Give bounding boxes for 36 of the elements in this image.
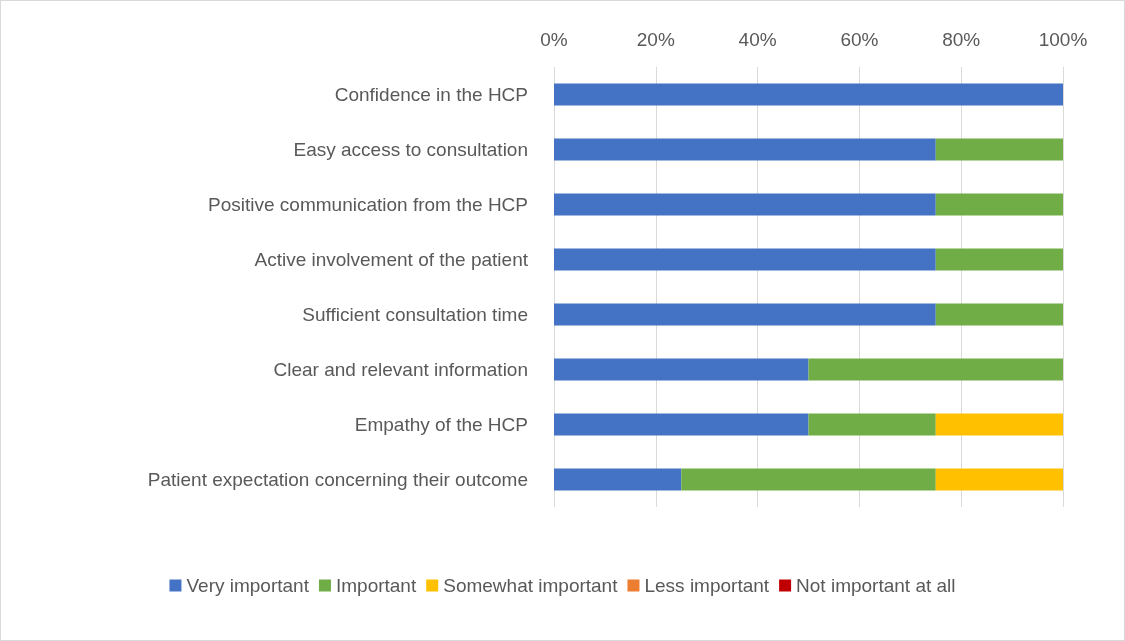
legend-label: Less important <box>644 575 770 596</box>
y-tick-label: Empathy of the HCP <box>354 414 528 435</box>
x-tick-label: 100% <box>1038 29 1088 50</box>
bar <box>935 468 1063 491</box>
legend-label: Very important <box>186 575 310 596</box>
x-tick-label: 20% <box>636 29 675 50</box>
y-tick-label: Patient expectation concerning their outcome <box>147 469 528 490</box>
bar <box>554 303 936 326</box>
legend-label: Not important at all <box>796 575 956 596</box>
y-tick-label: Clear and relevant information <box>273 359 528 380</box>
bar <box>935 193 1063 216</box>
legend-label: Somewhat important <box>443 575 619 596</box>
bar <box>808 413 936 436</box>
bar <box>554 468 682 491</box>
x-tick-label: 80% <box>942 29 981 50</box>
bar <box>935 303 1063 326</box>
bar <box>554 193 936 216</box>
bar <box>554 358 809 381</box>
bar <box>554 248 936 271</box>
x-tick-label: 0% <box>540 29 568 50</box>
y-tick-label: Positive communication from the HCP <box>208 194 528 215</box>
bar <box>808 358 1063 381</box>
y-tick-label: Easy access to consultation <box>293 139 528 160</box>
bar <box>554 413 809 436</box>
y-tick-label: Confidence in the HCP <box>334 84 528 105</box>
x-tick-label: 40% <box>738 29 777 50</box>
bar <box>935 138 1063 161</box>
x-tick-label: 60% <box>840 29 879 50</box>
y-tick-label: Active involvement of the patient <box>254 249 529 270</box>
bar <box>681 468 936 491</box>
legend-label: Important <box>335 575 417 596</box>
y-tick-label: Sufficient consultation time <box>302 304 528 325</box>
bar <box>554 138 936 161</box>
bar <box>935 248 1063 271</box>
bar <box>554 83 1063 106</box>
bar <box>935 413 1063 436</box>
